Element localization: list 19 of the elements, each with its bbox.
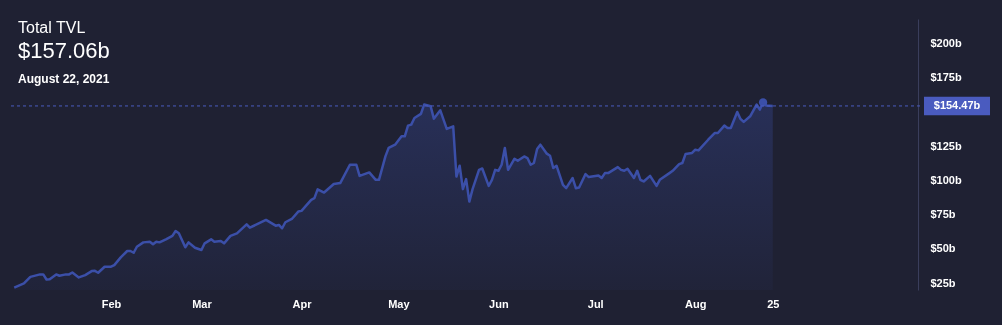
x-tick-label: Aug — [685, 297, 707, 310]
x-tick-label: 25 — [767, 297, 780, 310]
y-tick-label: $200b — [930, 37, 962, 50]
ref-line-label: $154.47b — [933, 98, 981, 111]
y-tick-label: $75b — [930, 208, 956, 221]
y-tick-label: $125b — [930, 139, 962, 152]
text: $157.06b — [18, 38, 110, 63]
y-tick-label: $50b — [930, 242, 956, 255]
x-tick-label: Jun — [489, 297, 509, 310]
chart-title: Total TVL — [18, 19, 86, 36]
y-tick-label: $25b — [930, 276, 956, 289]
y-tick-label: $100b — [930, 174, 962, 187]
x-tick-label: May — [388, 297, 411, 310]
x-tick-label: Apr — [292, 297, 313, 310]
x-tick-label: Mar — [192, 297, 213, 310]
y-tick-label: $175b — [930, 71, 962, 84]
annotation: August 22, 2021 — [18, 72, 110, 86]
x-tick-label: Feb — [101, 297, 122, 310]
x-tick-label: Jul — [587, 297, 604, 310]
